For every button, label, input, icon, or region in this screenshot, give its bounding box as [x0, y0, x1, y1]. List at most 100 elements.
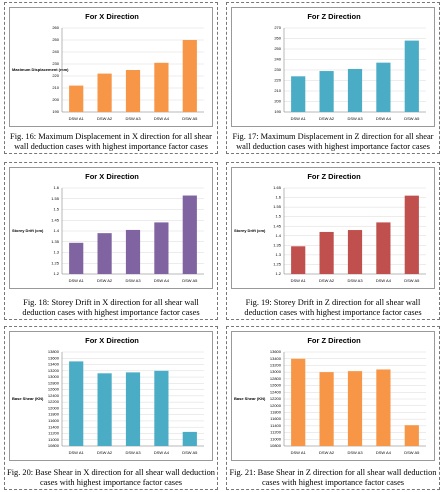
x-tick-label: DSW A3 [347, 278, 363, 283]
y-tick-label: 1.6 [275, 195, 281, 200]
x-tick-label: DSW A4 [154, 450, 170, 455]
caption: Fig. 17: Maximum Displacement in Z direc… [232, 132, 434, 151]
bar [182, 431, 197, 446]
bar [97, 373, 112, 446]
bar [154, 222, 169, 274]
y-tick-label: 11600 [270, 416, 282, 421]
x-tick-label: DSW A2 [97, 278, 113, 283]
x-tick-label: DSW A2 [319, 278, 335, 283]
y-axis-label: Maximum Displacement (mm) [12, 67, 69, 72]
chart: For X Direction Storey Drift (cm) 1.2 1.25 1… [12, 172, 204, 283]
y-tick-label: 12400 [48, 393, 60, 398]
y-tick-label: 12400 [270, 389, 282, 394]
chart-box: For X Direction Base Shear (KN) 10800 11000… [9, 331, 213, 461]
y-tick-label: 13200 [270, 362, 282, 367]
y-tick-label: 190 [52, 109, 59, 114]
y-tick-label: 13200 [48, 368, 60, 373]
y-tick-label: 200 [274, 99, 281, 104]
y-tick-label: 10800 [270, 443, 282, 448]
chart: For Z Direction Base Shear (KN) 10800 11000… [234, 336, 426, 455]
chart: For Z Direction Storey Drift (cm) 1.2 1.25 1… [234, 172, 426, 283]
bar [319, 71, 334, 112]
y-tick-label: 1.5 [275, 214, 281, 219]
y-tick-label: 210 [52, 85, 59, 90]
x-tick-label: DSW A3 [125, 116, 141, 121]
y-tick-label: 1.35 [51, 239, 60, 244]
y-tick-label: 1.3 [53, 250, 59, 255]
y-tick-label: 12000 [48, 405, 60, 410]
x-tick-label: DSW A5 [404, 278, 420, 283]
y-tick-label: 13400 [48, 362, 60, 367]
bar [347, 371, 363, 446]
x-tick-label: DSW A1 [69, 278, 85, 283]
chart-box: For X Direction Storey Drift (cm) 1.2 1.25 1… [9, 167, 213, 289]
bar [347, 230, 363, 274]
figure-panel: For X Direction Storey Drift (cm) 1.2 1.25 1… [4, 162, 218, 320]
y-tick-label: 220 [274, 78, 281, 83]
bar [125, 229, 141, 274]
y-tick-label: 11000 [270, 436, 282, 441]
x-tick-label: DSW A5 [182, 116, 198, 121]
caption: Fig. 21: Base Shear in Z direction for a… [229, 468, 437, 487]
y-axis-label: Base Shear (KN) [234, 396, 266, 401]
bar [182, 195, 197, 274]
chart-box: For X Direction Maximum Displacement (mm)… [9, 7, 213, 127]
bar [154, 370, 169, 446]
y-tick-label: 13400 [270, 356, 282, 361]
caption: Fig. 19: Storey Drift in Z direction for… [244, 298, 422, 317]
x-tick-label: DSW A4 [154, 278, 170, 283]
y-tick-label: 1.6 [53, 185, 59, 190]
y-tick-label: 12800 [48, 380, 60, 385]
bar [97, 233, 112, 274]
y-tick-label: 11200 [48, 431, 60, 436]
y-tick-label: 200 [52, 97, 59, 102]
bar [291, 76, 306, 112]
x-tick-label: DSW A2 [97, 450, 113, 455]
x-tick-label: DSW A1 [291, 450, 307, 455]
y-tick-label: 11400 [270, 423, 282, 428]
y-tick-label: 12600 [48, 387, 60, 392]
bar [97, 73, 112, 112]
bar [319, 231, 334, 274]
y-tick-label: 13000 [270, 369, 282, 374]
x-tick-label: DSW A4 [154, 116, 170, 121]
y-tick-label: 1.55 [51, 196, 60, 201]
bar [404, 425, 419, 446]
x-tick-label: DSW A2 [319, 450, 335, 455]
bar [376, 222, 391, 274]
figure-panel: For X Direction Maximum Displacement (mm)… [4, 2, 218, 154]
figure-panel: For Z Direction Storey Drift (cm) 1.2 1.25 1… [226, 162, 440, 320]
x-tick-label: DSW A4 [376, 116, 392, 121]
bar [125, 372, 141, 446]
y-tick-label: 260 [52, 25, 59, 30]
chart-box: For Z Direction 190 200 210 220 230 240 250 260 2… [231, 7, 435, 127]
y-tick-label: 1.25 [51, 260, 60, 265]
y-tick-label: 1.65 [273, 185, 282, 190]
x-tick-label: DSW A3 [125, 450, 141, 455]
chart-box: For Z Direction Base Shear (KN) 10800 11000… [231, 331, 435, 461]
y-tick-label: 1.5 [53, 207, 59, 212]
chart-title: For X Direction [85, 336, 139, 345]
y-tick-label: 250 [52, 37, 59, 42]
bar [376, 369, 391, 446]
bar [404, 195, 419, 274]
y-tick-label: 12600 [270, 383, 282, 388]
y-tick-label: 11800 [48, 412, 60, 417]
x-tick-label: DSW A4 [376, 450, 392, 455]
y-tick-label: 1.45 [273, 223, 282, 228]
x-tick-label: DSW A5 [182, 278, 198, 283]
x-tick-label: DSW A4 [376, 278, 392, 283]
y-tick-label: 1.4 [275, 233, 281, 238]
chart-title: For X Direction [85, 12, 139, 21]
y-tick-label: 210 [274, 88, 281, 93]
bar [69, 361, 84, 446]
bar [69, 242, 84, 274]
bar [291, 358, 306, 446]
y-axis-label: Base Shear (KN) [12, 396, 44, 401]
x-tick-label: DSW A1 [69, 450, 85, 455]
bar [182, 40, 197, 112]
chart: For X Direction Maximum Displacement (mm)… [12, 12, 204, 121]
x-tick-label: DSW A5 [404, 116, 420, 121]
chart-box: For Z Direction Storey Drift (cm) 1.2 1.25 1… [231, 167, 435, 289]
y-tick-label: 260 [274, 36, 281, 41]
